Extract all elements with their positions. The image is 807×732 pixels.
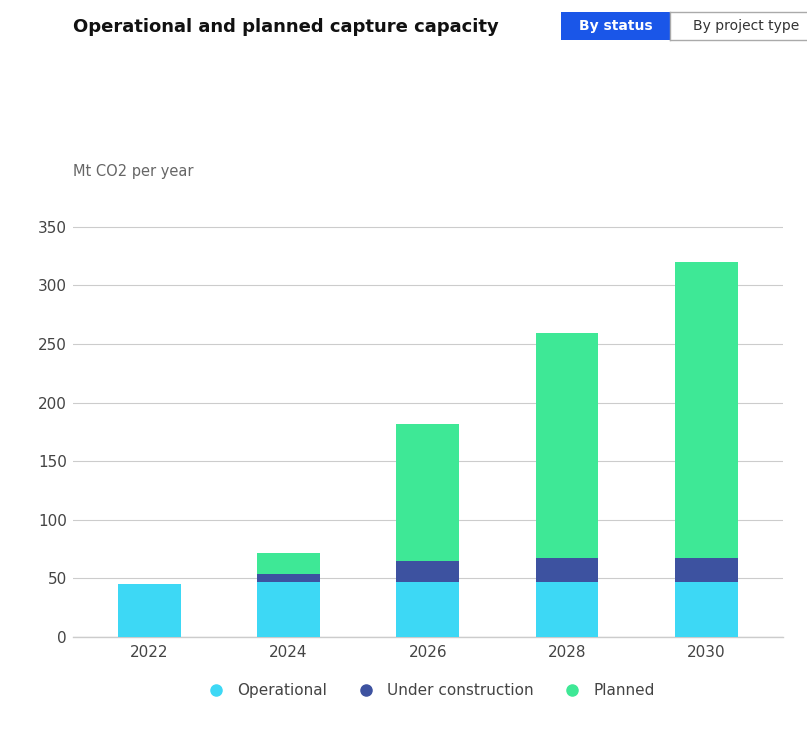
Text: By project type: By project type — [693, 19, 800, 34]
Bar — [536, 582, 598, 637]
Bar — [675, 262, 738, 559]
Bar — [257, 553, 320, 574]
Bar — [536, 334, 598, 559]
Text: By status: By status — [579, 19, 652, 34]
Bar — [396, 582, 459, 637]
Bar — [675, 582, 738, 637]
Bar — [675, 559, 738, 582]
Bar — [257, 582, 320, 637]
Text: Operational and planned capture capacity: Operational and planned capture capacity — [73, 18, 499, 37]
Bar — [536, 559, 598, 582]
Bar — [396, 561, 459, 582]
Bar — [118, 584, 181, 637]
Bar — [257, 574, 320, 582]
Text: Mt CO2 per year: Mt CO2 per year — [73, 165, 193, 179]
Legend: Operational, Under construction, Planned: Operational, Under construction, Planned — [193, 676, 663, 706]
Bar — [396, 424, 459, 561]
